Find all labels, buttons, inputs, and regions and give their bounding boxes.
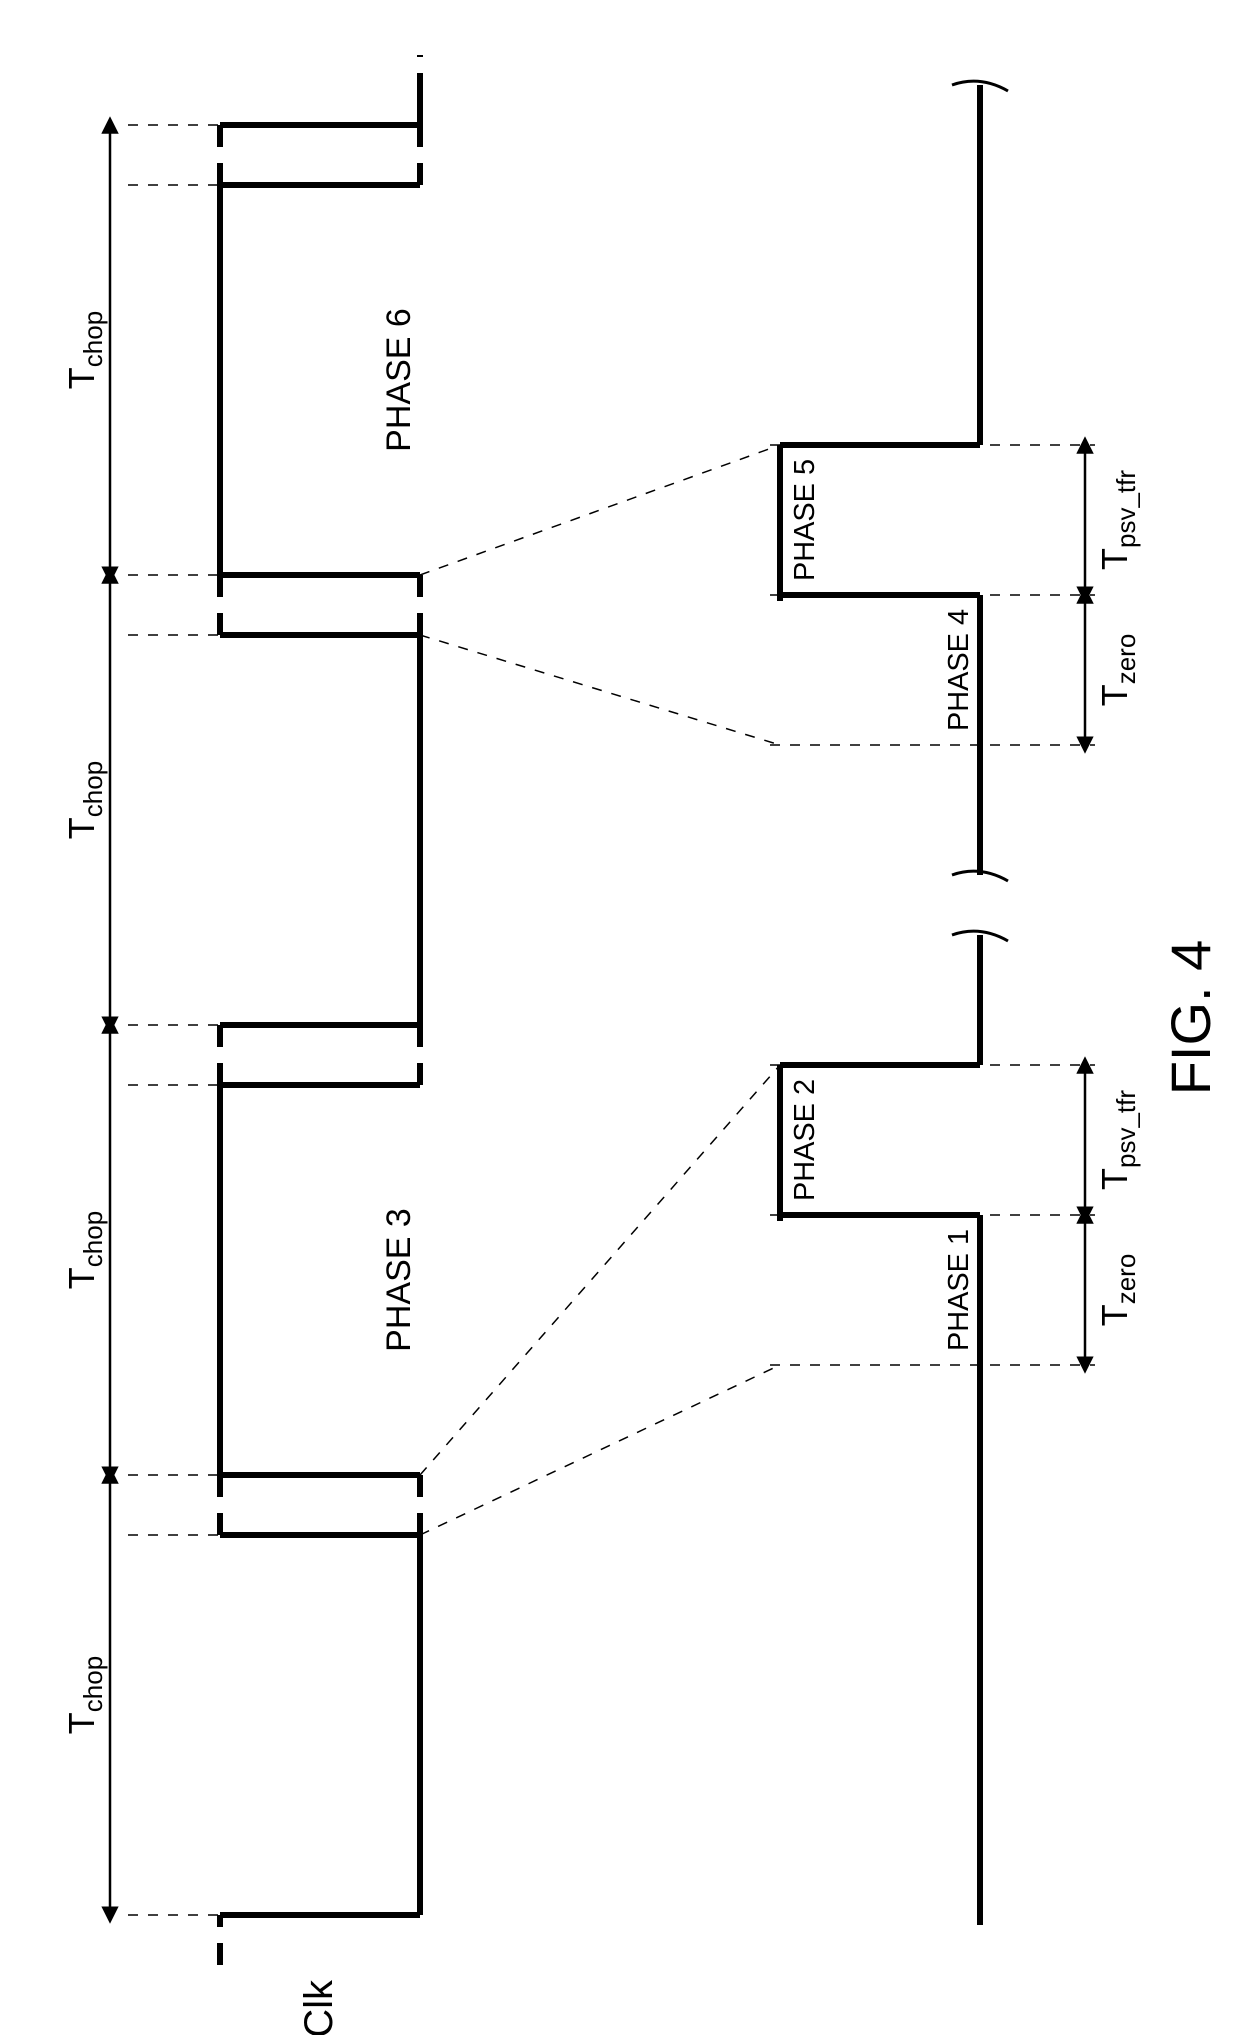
label-phase1: PHASE 1 (943, 1229, 975, 1351)
label-tzero-2: Tzero (1094, 634, 1141, 707)
label-phase4: PHASE 4 (943, 609, 975, 731)
proj-2b (420, 445, 780, 575)
label-tchop-0: Tchop (61, 1656, 108, 1734)
label-tpsv-1: Tpsv_tfr (1094, 1090, 1141, 1190)
proj-1a (420, 1365, 780, 1535)
label-tchop-1: Tchop (61, 1211, 108, 1289)
label-phase5: PHASE 5 (789, 459, 821, 581)
label-tzero-1: Tzero (1094, 1254, 1141, 1327)
label-phase6: PHASE 6 (380, 308, 418, 452)
label-clock-name: Chop_Clk (297, 1979, 341, 2035)
figure-caption: FIG. 4 (1159, 940, 1222, 1096)
diagram-root: Tchop Tchop Tchop Tchop Chop_Clk PHASE 3 PHASE… (61, 55, 1222, 2035)
label-tchop-3: Tchop (61, 311, 108, 389)
label-phase2: PHASE 2 (789, 1079, 821, 1201)
proj-1b (420, 1065, 780, 1475)
label-tpsv-2: Tpsv_tfr (1094, 470, 1141, 570)
label-tchop-2: Tchop (61, 761, 108, 839)
label-phase3: PHASE 3 (380, 1208, 418, 1352)
proj-2a (420, 635, 780, 745)
